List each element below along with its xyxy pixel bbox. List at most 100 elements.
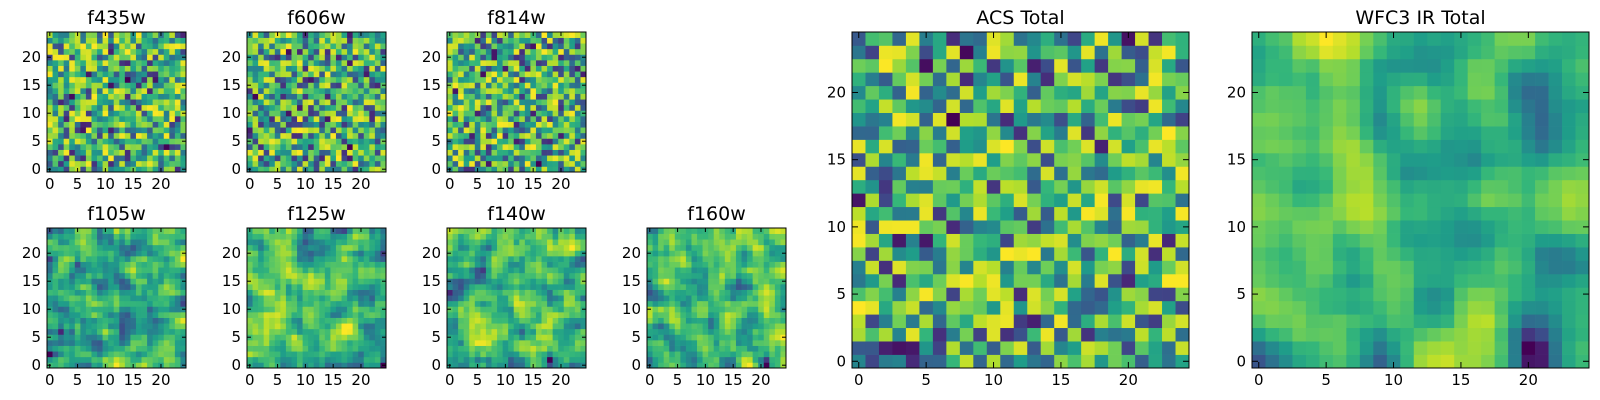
heatmap-cell <box>535 334 542 341</box>
heatmap-cell <box>52 334 59 341</box>
heatmap-cell <box>758 278 765 285</box>
heatmap-cell <box>113 272 120 279</box>
heatmap-cell <box>724 272 731 279</box>
heatmap-cell <box>741 323 748 330</box>
heatmap-cell <box>174 351 181 358</box>
heatmap-cell <box>335 351 342 358</box>
heatmap-cell <box>341 132 348 139</box>
heatmap-cell <box>285 362 292 369</box>
heatmap-cell <box>347 289 353 296</box>
heatmap-cell <box>865 152 880 167</box>
heatmap-cell <box>163 334 170 341</box>
heatmap-cell <box>135 60 142 66</box>
heatmap-cell <box>258 121 265 128</box>
heatmap-cell <box>269 99 276 106</box>
heatmap-cell <box>1108 260 1122 275</box>
heatmap-cell <box>63 54 70 61</box>
heatmap-cell <box>724 256 731 262</box>
heatmap-cell <box>363 334 370 341</box>
heatmap-cell <box>1121 273 1136 288</box>
heatmap-cell <box>308 99 315 106</box>
heatmap-cell <box>324 54 331 61</box>
heatmap-cell <box>580 76 587 83</box>
heatmap-cell <box>97 155 103 162</box>
heatmap-cell <box>330 160 337 167</box>
heatmap-cell <box>447 233 453 240</box>
heatmap-cell <box>674 267 681 274</box>
heatmap-cell <box>763 261 770 268</box>
heatmap-cell <box>319 272 326 279</box>
heatmap-cell <box>763 312 770 318</box>
heatmap-cell <box>330 149 337 156</box>
heatmap-cell <box>524 300 531 307</box>
heatmap-cell <box>158 65 165 72</box>
heatmap-cell <box>1148 193 1163 208</box>
heatmap-cell <box>363 228 370 234</box>
heatmap-cell <box>1067 260 1082 275</box>
heatmap-cell <box>519 340 526 346</box>
heatmap-cell <box>697 228 703 234</box>
heatmap-cell <box>519 362 526 369</box>
heatmap-cell <box>513 166 520 173</box>
heatmap-cell <box>574 323 581 330</box>
heatmap-cell <box>119 127 126 134</box>
heatmap-cell <box>113 334 120 341</box>
heatmap-cell <box>352 244 359 251</box>
heatmap-cell <box>1148 247 1163 261</box>
heatmap-cell <box>535 43 542 50</box>
heatmap-cell <box>147 138 153 145</box>
heatmap-cell <box>730 356 737 363</box>
heatmap-cell <box>558 356 565 363</box>
heatmap-cell <box>663 356 670 363</box>
heatmap-cell <box>369 323 376 330</box>
heatmap-cell <box>169 317 176 324</box>
heatmap-cell <box>69 351 76 358</box>
heatmap-cell <box>135 289 142 296</box>
heatmap-cell <box>285 71 292 78</box>
heatmap-cell <box>124 340 131 346</box>
heatmap-cell <box>269 149 276 156</box>
heatmap-cell <box>535 144 542 150</box>
heatmap-cell <box>1108 327 1122 342</box>
heatmap-cell <box>152 328 159 335</box>
heatmap-cell <box>74 239 81 246</box>
heatmap-cell <box>308 300 315 307</box>
heatmap-cell <box>330 289 337 296</box>
heatmap-cell <box>97 289 103 296</box>
heatmap-cell <box>352 76 359 83</box>
heatmap-cell <box>152 76 159 83</box>
heatmap-cell <box>513 82 520 89</box>
heatmap-cell <box>74 278 81 285</box>
heatmap-cell <box>502 317 509 324</box>
heatmap-cell <box>485 295 492 302</box>
heatmap-cell <box>335 300 342 307</box>
heatmap-cell <box>352 312 359 318</box>
heatmap-cell <box>135 43 142 50</box>
heatmap-cell <box>280 32 287 38</box>
heatmap-cell <box>308 65 315 72</box>
heatmap-cell <box>508 317 515 324</box>
heatmap-cell <box>369 65 376 72</box>
heatmap-cell <box>569 362 576 369</box>
heatmap-cell <box>447 127 453 134</box>
heatmap-cell <box>130 43 137 50</box>
heatmap-cell <box>463 334 470 341</box>
heatmap-cell <box>674 323 681 330</box>
heatmap-cell <box>852 193 866 208</box>
heatmap-cell <box>97 121 103 128</box>
heatmap-cell <box>280 278 287 285</box>
heatmap-cell <box>258 261 265 268</box>
heatmap-cell <box>480 295 487 302</box>
heatmap-cell <box>574 65 581 72</box>
heatmap-cell <box>324 267 331 274</box>
heatmap-cell <box>141 345 148 352</box>
heatmap-cell <box>291 166 298 173</box>
heatmap-cell <box>274 48 281 55</box>
heatmap-cell <box>85 317 92 324</box>
heatmap-cell <box>97 261 103 268</box>
heatmap-cell <box>878 327 893 342</box>
heatmap-cell <box>113 32 120 38</box>
heatmap-cell <box>108 300 115 307</box>
heatmap-cell <box>119 76 126 83</box>
heatmap-cell <box>297 32 303 38</box>
